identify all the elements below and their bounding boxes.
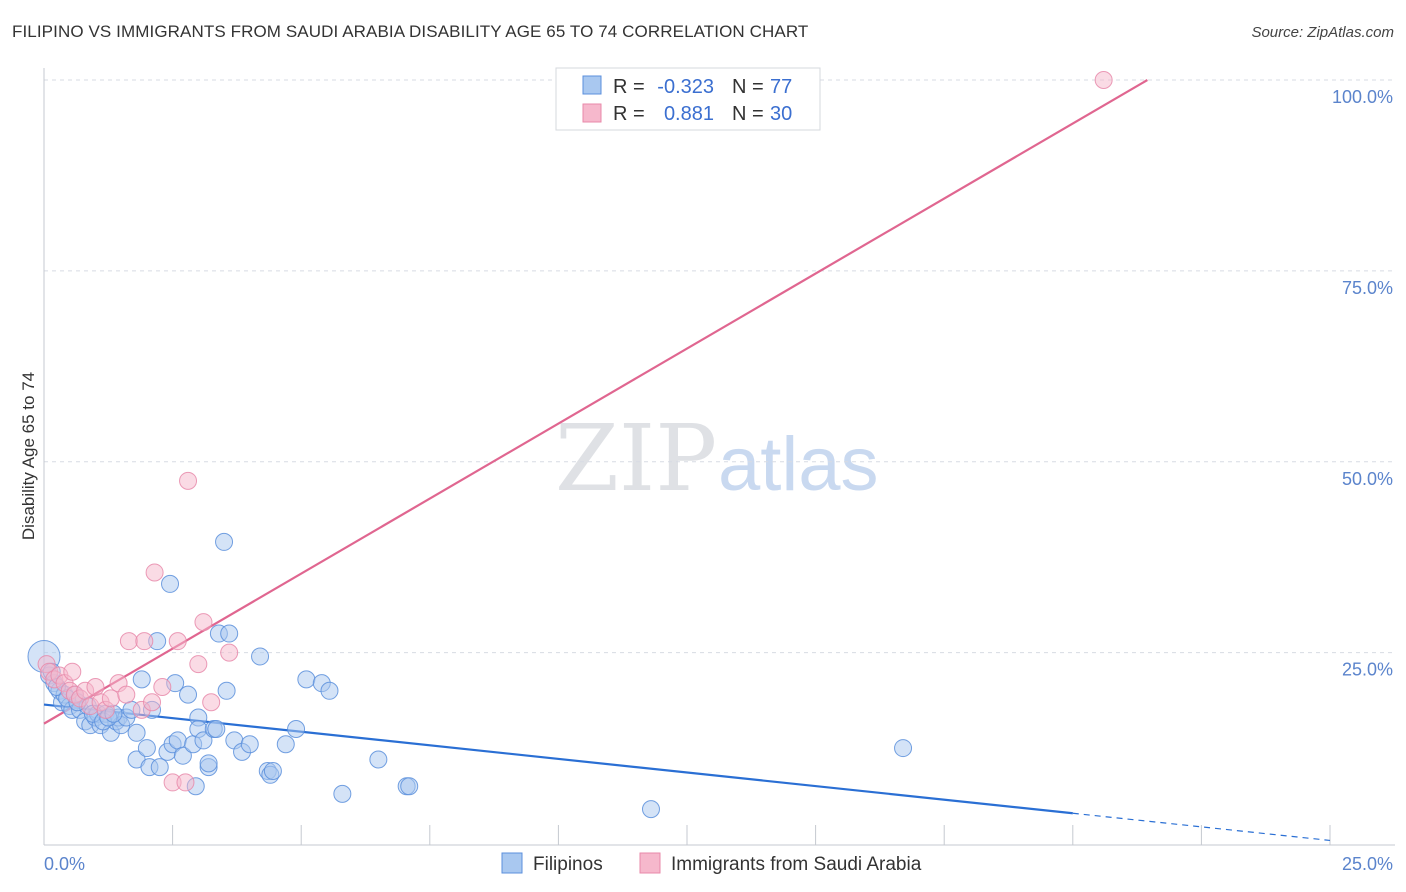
point-saudi xyxy=(202,693,221,712)
legend-swatch-saudi xyxy=(582,103,602,123)
watermark-atlas: atlas xyxy=(718,422,879,507)
legend-n-label-0: N = xyxy=(732,76,764,98)
y-tick-label-75: 75.0% xyxy=(1342,278,1393,298)
y-axis-tick-labels: 25.0% 50.0% 75.0% 100.0% xyxy=(1332,87,1393,680)
point-saudi xyxy=(153,677,172,696)
point-filipinos xyxy=(287,719,306,738)
point-filipinos xyxy=(161,574,180,593)
x-tick-label-max: 25.0% xyxy=(1342,854,1393,874)
legend-r-value-1: 0.881 xyxy=(664,103,714,125)
point-filipinos xyxy=(179,685,198,704)
legend-r-label-1: R = xyxy=(613,103,645,125)
point-filipinos xyxy=(132,670,151,689)
point-saudi xyxy=(117,685,136,704)
bottom-legend-swatch-saudi xyxy=(639,852,661,874)
bottom-legend-label-saudi: Immigrants from Saudi Arabia xyxy=(671,854,922,875)
point-saudi xyxy=(194,613,213,632)
legend-n-value-0: 77 xyxy=(770,76,792,98)
point-saudi xyxy=(1094,71,1113,89)
point-filipinos xyxy=(251,647,270,666)
point-filipinos xyxy=(276,735,295,754)
point-saudi xyxy=(135,632,154,651)
point-filipinos xyxy=(150,758,169,777)
point-saudi xyxy=(179,471,198,490)
point-filipinos xyxy=(217,681,236,700)
point-filipinos xyxy=(137,739,156,758)
bottom-legend: Filipinos Immigrants from Saudi Arabia xyxy=(501,852,922,875)
point-saudi xyxy=(143,693,162,712)
point-filipinos xyxy=(215,532,234,551)
point-filipinos xyxy=(297,670,316,689)
bottom-legend-label-filipinos: Filipinos xyxy=(533,854,603,875)
point-saudi xyxy=(220,643,239,662)
legend-r-label-0: R = xyxy=(613,76,645,98)
point-saudi xyxy=(189,655,208,674)
point-filipinos xyxy=(320,681,339,700)
chart-title: FILIPINO VS IMMIGRANTS FROM SAUDI ARABIA… xyxy=(12,22,809,41)
source-label: Source: ZipAtlas.com xyxy=(1251,24,1394,41)
point-filipinos xyxy=(894,739,913,758)
point-saudi xyxy=(63,662,82,681)
point-saudi xyxy=(176,773,195,792)
x-tick-label-min: 0.0% xyxy=(44,854,85,874)
legend-r-value-0: -0.323 xyxy=(657,76,714,98)
point-filipinos xyxy=(199,754,218,773)
y-tick-label-25: 25.0% xyxy=(1342,660,1393,680)
point-filipinos xyxy=(194,731,213,750)
x-axis-ticks xyxy=(172,825,1331,845)
point-filipinos xyxy=(168,731,187,750)
y-tick-label-50: 50.0% xyxy=(1342,469,1393,489)
point-filipinos xyxy=(263,761,282,780)
y-tick-label-100: 100.0% xyxy=(1332,87,1393,107)
watermark-zip: ZIP xyxy=(555,405,717,512)
point-filipinos xyxy=(400,777,419,796)
point-filipinos xyxy=(220,624,239,643)
point-filipinos xyxy=(173,746,192,765)
data-points xyxy=(27,71,1113,819)
point-filipinos xyxy=(207,719,226,738)
stats-legend: R = -0.323 N = 77 R = 0.881 N = 30 xyxy=(555,67,821,131)
point-saudi xyxy=(119,632,138,651)
y-axis-label: Disability Age 65 to 74 xyxy=(19,372,38,540)
point-filipinos xyxy=(240,735,259,754)
point-filipinos xyxy=(369,750,388,769)
point-filipinos xyxy=(333,784,352,803)
legend-swatch-filipinos xyxy=(582,75,602,95)
legend-n-label-1: N = xyxy=(732,103,764,125)
point-filipinos xyxy=(127,723,146,742)
point-saudi xyxy=(101,689,120,708)
gridlines xyxy=(44,79,1395,654)
trend-line-saudi xyxy=(43,79,1148,725)
point-filipinos xyxy=(641,800,660,819)
bottom-legend-swatch-filipinos xyxy=(501,852,523,874)
point-saudi xyxy=(168,632,187,651)
point-saudi xyxy=(145,563,164,582)
point-saudi xyxy=(86,677,105,696)
legend-n-value-1: 30 xyxy=(770,103,792,125)
